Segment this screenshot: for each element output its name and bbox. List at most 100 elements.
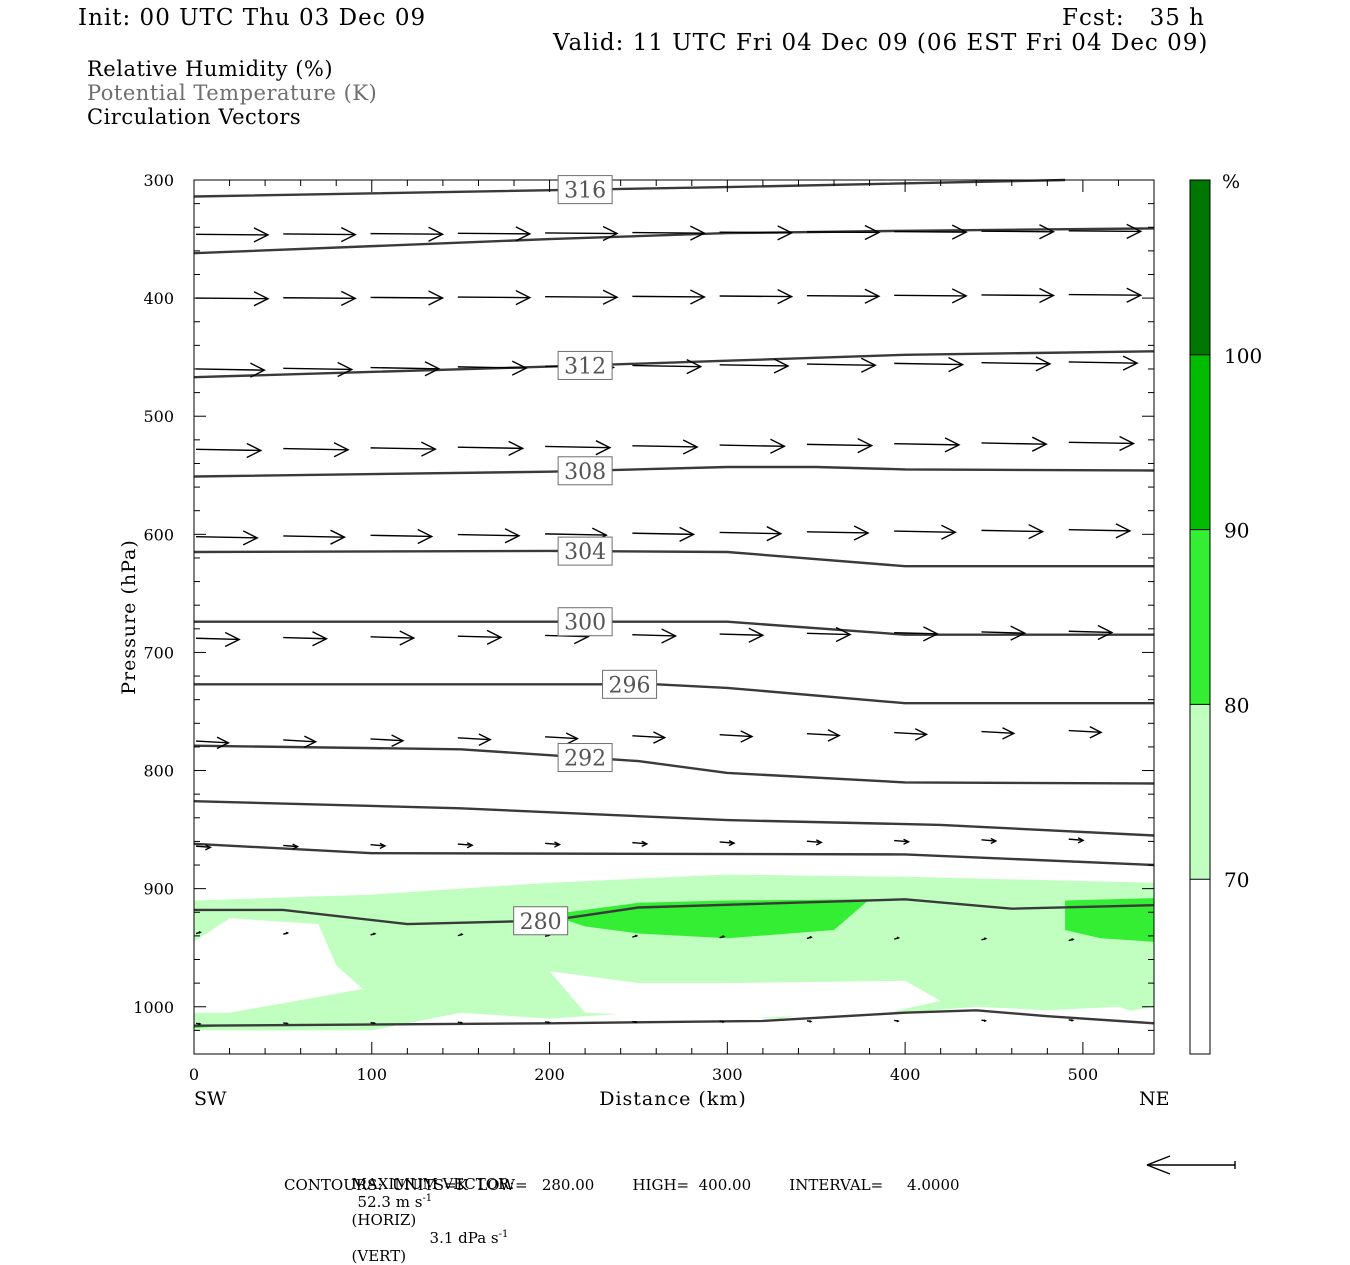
vector-head — [565, 732, 580, 745]
vector-head — [1031, 436, 1048, 452]
vector-shaft — [457, 737, 491, 741]
vector-head — [686, 359, 703, 375]
vector-arrow — [632, 934, 639, 938]
vector-shaft — [1068, 361, 1138, 364]
contour-label-box-296 — [602, 669, 658, 699]
horiz-exp: -1 — [422, 1193, 433, 1204]
contour-labels: 316 312 308 304 300 296 292 280 — [513, 175, 658, 936]
vector-shaft — [719, 734, 753, 738]
vector-head — [690, 225, 706, 241]
vector-arrow — [370, 290, 445, 306]
vector-shaft — [195, 845, 211, 849]
vector-head — [896, 1019, 900, 1023]
vector-shaft — [457, 232, 530, 235]
vector-head — [246, 442, 263, 459]
field-potential-temperature: Potential Temperature (K) — [87, 81, 378, 105]
vector-head — [292, 843, 300, 850]
vector-shaft — [283, 739, 316, 743]
vector-head — [224, 631, 241, 648]
vector-head — [198, 1022, 202, 1026]
vector-arrow — [370, 630, 416, 646]
vector-arrow — [719, 627, 765, 643]
vector-head — [722, 935, 726, 938]
vector-head — [1089, 726, 1103, 739]
colorbar-label: 70 — [1224, 868, 1249, 892]
vector-arrow — [981, 287, 1056, 304]
vector-shaft — [981, 631, 1025, 634]
vector-arrow — [719, 288, 794, 305]
vector-shaft — [719, 633, 763, 636]
vector-head — [511, 360, 528, 376]
contour-label-box-292 — [557, 743, 613, 773]
vector-arrow — [457, 440, 525, 457]
vector-arrow — [370, 226, 445, 242]
vector-arrow — [195, 844, 212, 851]
vector-head — [944, 437, 961, 453]
vector-arrow — [457, 733, 492, 746]
vector-head — [864, 224, 881, 241]
vector-shaft — [719, 841, 735, 844]
vector-shaft — [981, 730, 1014, 735]
vector-arrow — [894, 356, 965, 373]
vector-head — [896, 936, 901, 940]
contour-label-316: 316 — [564, 179, 606, 204]
vector-arrow — [632, 1020, 638, 1024]
vector-shaft — [1068, 441, 1134, 445]
vector-shaft — [283, 447, 349, 451]
colorbar-segment — [1190, 354, 1210, 530]
vector-arrow — [719, 438, 787, 454]
vector-shaft — [894, 530, 956, 533]
vector-head — [853, 525, 870, 541]
colorbar-frame — [1189, 179, 1211, 1055]
vector-shaft — [1068, 729, 1102, 734]
axis-ticks: 300 400 500 600 700 800 900 1000 0 100 200 300 400 50… — [133, 171, 1154, 1084]
vector-head — [941, 524, 957, 540]
contour-label-304: 304 — [564, 540, 606, 565]
theta-contour-292-7 — [193, 744, 1155, 785]
vector-head — [634, 1020, 638, 1024]
circulation-vectors — [195, 223, 1143, 1026]
vector-arrow — [894, 524, 957, 540]
vector-head — [312, 631, 329, 647]
vector-shaft — [894, 731, 927, 736]
vector-arrow — [981, 523, 1045, 540]
x-end-label-sw: SW — [194, 1088, 227, 1110]
vector-arrow — [719, 358, 790, 374]
colorbar-segment — [1190, 180, 1210, 355]
vector-arrow — [806, 626, 852, 643]
x-tick-label: 100 — [357, 1065, 388, 1084]
vector-head — [460, 1021, 464, 1025]
vector-arrow — [1068, 937, 1075, 942]
vector-shaft — [806, 443, 872, 447]
vector-shaft — [719, 364, 789, 367]
vector-arrow — [195, 291, 270, 307]
theta-contour-288-8 — [193, 800, 1155, 837]
vector-arrow — [283, 290, 357, 306]
vector-arrow — [457, 528, 521, 544]
theta-contour-296-6 — [194, 683, 1154, 705]
vector-shaft — [632, 634, 676, 637]
vector-shaft — [545, 842, 560, 846]
theta-contour-316-0 — [193, 178, 1066, 198]
theta-contour-280-10 — [194, 898, 1155, 926]
vector-shaft — [195, 448, 261, 452]
vector-shaft — [283, 297, 356, 300]
vector-arrow — [981, 727, 1016, 740]
vector-arrow — [370, 1021, 377, 1025]
vector-head — [1010, 625, 1027, 641]
vector-head — [333, 442, 350, 458]
vector-arrow — [981, 436, 1048, 452]
field-circulation-vectors: Circulation Vectors — [87, 105, 302, 129]
vector-head — [1039, 287, 1056, 304]
vector-head — [595, 440, 612, 456]
vector-shaft — [632, 295, 705, 298]
vector-arrow — [1068, 726, 1103, 739]
vector-arrow — [195, 736, 230, 750]
vector-arrow — [370, 528, 434, 545]
vector-shaft — [894, 839, 909, 843]
vector-arrow — [283, 631, 329, 647]
vector-arrow — [894, 1019, 900, 1023]
vector-shaft — [894, 442, 959, 446]
vector-arrow — [981, 837, 998, 845]
theta-contour-300-5 — [194, 620, 1154, 636]
